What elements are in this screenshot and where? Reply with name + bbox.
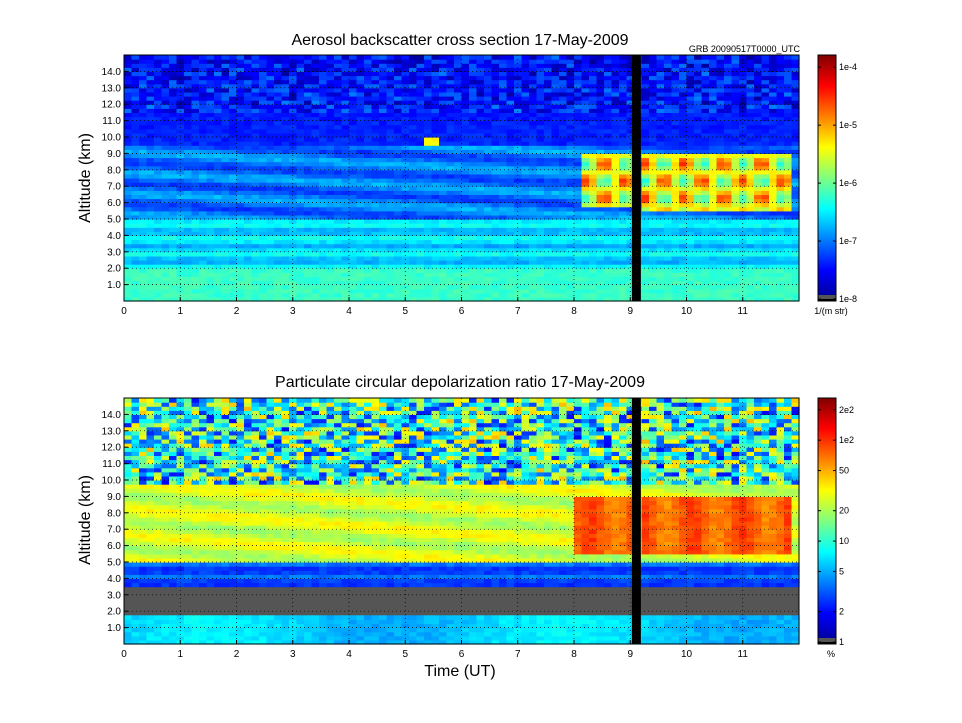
y-tick-label: 8.0 <box>107 508 121 519</box>
grid <box>123 398 799 644</box>
colorbar-tick-label: 1 <box>839 637 844 647</box>
x-axis-label: Time (UT) <box>424 663 495 680</box>
y-tick-label: 11.0 <box>102 459 121 470</box>
x-tick-label: 9 <box>627 306 633 317</box>
x-tick-label: 1 <box>177 649 183 660</box>
y-tick-label: 4.0 <box>107 574 121 585</box>
y-tick-label: 7.0 <box>107 525 121 536</box>
y-tick-label: 12.0 <box>102 100 122 111</box>
x-tick-label: 5 <box>402 306 408 317</box>
x-tick-label: 8 <box>571 649 577 660</box>
x-tick-label: 3 <box>290 649 296 660</box>
chart-annotation: GRB 20090517T0000_UTC <box>689 44 801 54</box>
x-tick-label: 10 <box>681 306 693 317</box>
colorbar-tick-label: 1e-7 <box>839 236 857 246</box>
y-tick-label: 5.0 <box>107 558 121 569</box>
x-tick-label: 0 <box>121 649 127 660</box>
colorbar-frame <box>817 397 837 645</box>
x-tick-label: 6 <box>459 306 465 317</box>
y-tick-label: 11.0 <box>102 116 121 127</box>
x-tick-label: 7 <box>515 649 521 660</box>
colorbar-unit-label: % <box>827 649 835 659</box>
colorbar-tick-label: 5 <box>839 566 844 576</box>
y-tick-label: 14.0 <box>102 67 122 78</box>
data-gap-bar <box>631 398 641 644</box>
colorbar-tick-label: 1e-4 <box>839 62 857 72</box>
y-tick-label: 1.0 <box>107 280 121 291</box>
x-tick-label: 9 <box>627 649 633 660</box>
colorbar-nodata-swatch <box>818 638 836 642</box>
colorbar-unit-label: 1/(m str) <box>814 306 848 316</box>
y-tick-label: 2.0 <box>107 607 121 618</box>
x-tick-label: 1 <box>177 306 183 317</box>
y-tick-label: 3.0 <box>107 590 121 601</box>
y-tick-label: 7.0 <box>107 182 121 193</box>
colorbar-tick-label: 1e-8 <box>839 294 857 304</box>
colorbar-tick-label: 1e2 <box>839 435 854 445</box>
colorbar: 1 2 5 10 20 50 1e2 2e2% <box>817 397 854 659</box>
y-tick-label: 6.0 <box>107 198 121 209</box>
x-tick-label: 11 <box>738 649 749 660</box>
y-tick-label: 10.0 <box>102 133 122 144</box>
colorbar-tick-label: 50 <box>839 466 849 476</box>
y-tick-label: 4.0 <box>107 231 121 242</box>
y-tick-label: 1.0 <box>107 623 121 634</box>
x-tick-label: 3 <box>290 306 296 317</box>
y-tick-label: 2.0 <box>107 264 121 275</box>
y-axis-label: Altitude (km) <box>77 133 94 223</box>
y-tick-label: 5.0 <box>107 215 121 226</box>
y-tick-label: 13.0 <box>102 83 122 94</box>
chart-title: Particulate circular depolarization rati… <box>275 374 645 391</box>
x-tick-label: 10 <box>681 649 693 660</box>
y-axis-label: Altitude (km) <box>77 475 94 565</box>
heatmap-cells <box>124 398 800 645</box>
y-tick-label: 6.0 <box>107 541 121 552</box>
colorbar-nodata-swatch <box>818 295 836 299</box>
colorbar-tick-label: 2 <box>839 607 844 617</box>
x-tick-label: 4 <box>346 649 352 660</box>
colorbar-tick-label: 2e2 <box>839 405 854 415</box>
backscatter-panel: Aerosol backscatter cross section 17-May… <box>77 32 857 317</box>
x-tick-label: 0 <box>121 306 127 317</box>
y-tick-label: 13.0 <box>102 426 122 437</box>
heatmap-cells <box>124 55 800 302</box>
heatmap-plot: 1.0 2.0 3.0 4.0 5.0 6.0 7.0 8.0 9.0 10.0 11.0 12.0 1… <box>102 397 800 660</box>
x-tick-label: 8 <box>571 306 577 317</box>
y-tick-label: 9.0 <box>107 492 121 503</box>
x-tick-label: 7 <box>515 306 521 317</box>
chart-title: Aerosol backscatter cross section 17-May… <box>291 32 628 49</box>
y-tick-label: 3.0 <box>107 247 121 258</box>
x-tick-label: 2 <box>234 649 240 660</box>
depolarization-panel: Particulate circular depolarization rati… <box>77 374 854 680</box>
colorbar-tick-label: 10 <box>839 536 849 546</box>
y-tick-label: 12.0 <box>102 443 122 454</box>
x-tick-label: 4 <box>346 306 352 317</box>
colorbar-gradient <box>818 55 836 301</box>
colorbar-gradient <box>818 398 836 644</box>
data-gap-bar <box>631 55 641 301</box>
x-tick-label: 2 <box>234 306 240 317</box>
y-tick-label: 8.0 <box>107 165 121 176</box>
x-tick-label: 5 <box>402 649 408 660</box>
heatmap-plot: 1.0 2.0 3.0 4.0 5.0 6.0 7.0 8.0 9.0 10.0 11.0 12.0 1… <box>102 54 800 317</box>
y-tick-label: 9.0 <box>107 149 121 160</box>
colorbar-tick-label: 20 <box>839 506 849 516</box>
colorbar-tick-label: 1e-6 <box>839 178 857 188</box>
x-tick-label: 11 <box>738 306 749 317</box>
x-tick-label: 6 <box>459 649 465 660</box>
grid <box>123 55 799 301</box>
y-tick-label: 10.0 <box>102 476 122 487</box>
y-tick-label: 14.0 <box>102 410 122 421</box>
colorbar-frame <box>817 54 837 302</box>
colorbar-tick-label: 1e-5 <box>839 120 857 130</box>
colorbar: 1e-8 1e-7 1e-6 1e-5 1e-4 1/(m str) <box>814 54 857 316</box>
